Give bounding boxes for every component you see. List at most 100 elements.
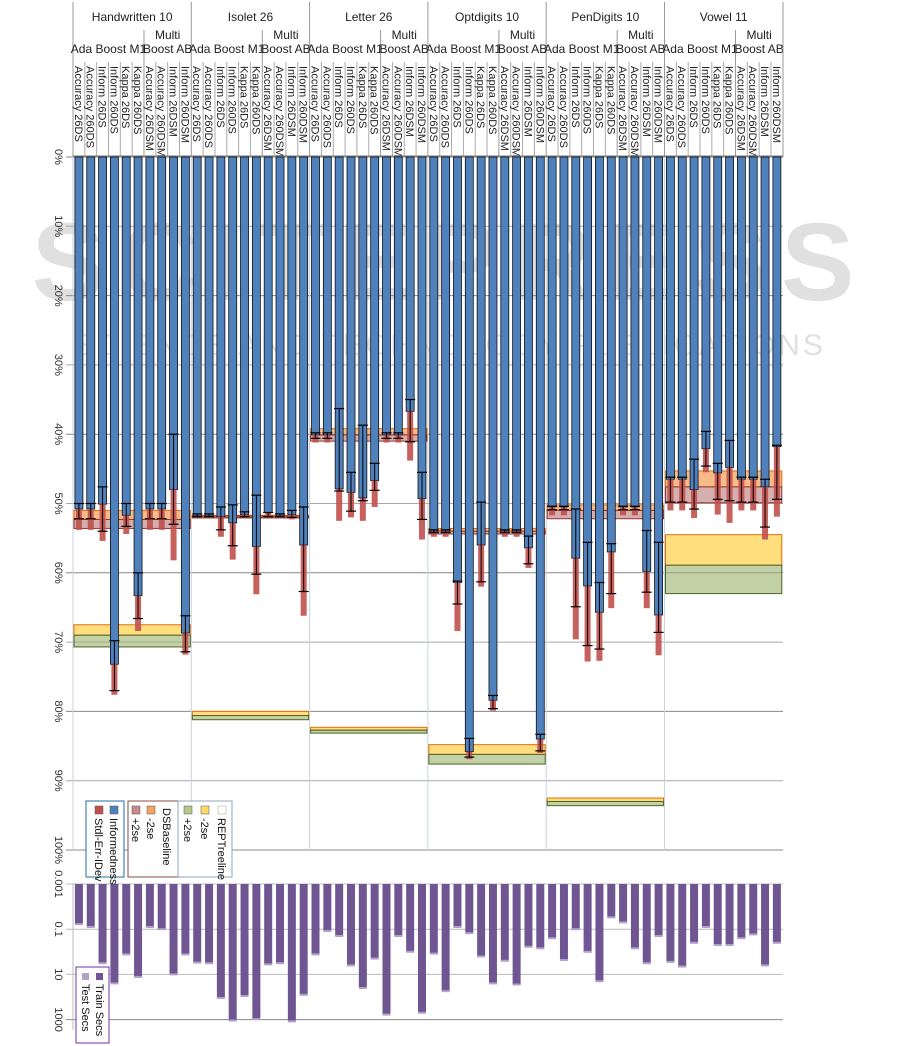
column-label: Inform 260DS (462, 66, 474, 134)
test-secs-bar (524, 945, 533, 948)
test-secs-bar (181, 953, 190, 956)
column-label: Accuracy 260DS (84, 66, 96, 148)
test-secs-bar (323, 929, 332, 932)
informedness-bar (204, 156, 214, 517)
test-secs-bar (465, 932, 474, 935)
informedness-bar (748, 156, 758, 480)
test-secs-bar (311, 953, 320, 956)
test-secs-bar (358, 987, 367, 990)
column-label: Accuracy 26DSM (261, 66, 273, 151)
column-label: Accuracy 260DS (202, 66, 214, 148)
stddev-bar (454, 582, 461, 632)
column-label: Inform 260DS (107, 66, 119, 134)
train-secs-bar (394, 884, 403, 937)
dataset-title: Isolet 26 (228, 10, 274, 24)
informedness-bar (370, 156, 380, 482)
column-label: Inform 260DSM (178, 66, 190, 143)
test-secs-bar (630, 947, 639, 950)
informedness-bars (73, 156, 782, 760)
informedness-bar (299, 156, 309, 546)
column-label: Accuracy 260DS (675, 66, 687, 148)
dataset-title: Letter 26 (345, 10, 393, 24)
algo-label-multiboost-2: Boost AB (498, 42, 547, 56)
column-label: Inform 26DSM (521, 66, 533, 137)
reptree-plus2se-band (546, 800, 665, 807)
reptree-plus2se-band (428, 753, 546, 765)
time-legend-box (75, 966, 110, 1044)
test-secs-bar (86, 926, 95, 929)
column-label: Inform 260DS (344, 66, 356, 134)
algo-label-multiboost-2: Boost AB (261, 42, 310, 56)
train-secs-bar (110, 884, 119, 984)
column-label: Accuracy 260DSM (273, 66, 285, 157)
algo-label-adaboost: Ada Boost M1 (426, 42, 502, 56)
test-secs-bar (429, 952, 438, 955)
algo-label-adaboost: Ada Boost M1 (307, 42, 383, 56)
train-secs-bar (571, 884, 580, 930)
train-secs-bar (678, 884, 687, 967)
reptree-minus2se-band (428, 744, 546, 755)
test-secs-bar (264, 963, 273, 966)
algo-label-multiboost-1: Multi (746, 28, 771, 42)
train-secs-bar (772, 884, 781, 943)
time-axis-ticks: 0.001 0.1 10 1000 (52, 870, 64, 1032)
test-secs-bar (536, 947, 545, 950)
dataset-title: Optdigits 10 (455, 10, 519, 24)
informedness-bar (263, 156, 273, 513)
test-secs-bar (761, 964, 770, 967)
test-secs-bar (678, 965, 687, 968)
algo-label-adaboost: Ada Boost M1 (71, 42, 147, 56)
reptree-plus2se-band (665, 564, 783, 595)
test-secs-bar (252, 1018, 261, 1021)
algo-label-multiboost-1: Multi (510, 28, 535, 42)
column-label: Inform 26DSM (403, 66, 415, 137)
test-secs-bar (216, 996, 225, 999)
train-secs-bar (311, 884, 320, 955)
legend-stderr-swatch (94, 805, 104, 815)
train-secs-bar (287, 884, 296, 1022)
legend-informedness-label: Informedness (107, 818, 119, 885)
stddev-bar (87, 509, 94, 530)
algo-label-adaboost: Ada Boost M1 (189, 42, 265, 56)
algo-label-adaboost: Ada Boost M1 (544, 42, 620, 56)
test-secs-bar (287, 1020, 296, 1023)
train-secs-bar (205, 884, 214, 964)
column-label: Accuracy 26DSM (734, 66, 746, 151)
train-secs-bar (595, 884, 604, 982)
legend-rep-minus-label: -2se (198, 818, 210, 839)
train-secs-bar (749, 884, 758, 935)
column-label: Accuracy 260DSM (510, 66, 522, 157)
legend-dsb-plus-swatch (131, 805, 141, 815)
test-secs-bar (453, 926, 462, 929)
stddev-bar (359, 497, 366, 521)
y-tick-label: 70% (52, 631, 64, 653)
train-secs-bar (335, 884, 344, 937)
time-tick-label: 0.1 (52, 922, 64, 937)
test-secs-bar (571, 928, 580, 931)
informedness-bar (618, 156, 628, 508)
column-label: Accuracy 26DS (72, 66, 84, 142)
legend-informedness-swatch (109, 805, 119, 815)
train-secs-bar (725, 884, 734, 945)
legend-group-dsbaseline: DSBaseline (160, 808, 172, 865)
informedness-bar (251, 156, 261, 547)
y-tick-label: 40% (52, 423, 64, 445)
column-label: Inform 26DS (214, 66, 226, 128)
train-secs-bar (417, 884, 426, 1013)
legend-rep-minus-swatch (200, 805, 210, 815)
reptree-minus2se-band (546, 797, 665, 802)
test-secs-bar (157, 928, 166, 931)
informedness-bar (74, 156, 84, 510)
informedness-bar (642, 156, 652, 572)
reptree-plus2se-band (310, 729, 428, 734)
dataset-title: Handwritten 10 (92, 10, 173, 24)
test-secs-bar (240, 994, 249, 997)
column-label: Accuracy 260DS (439, 66, 451, 148)
test-secs-bar (737, 937, 746, 940)
train-secs-bar (607, 884, 616, 918)
dsbaseline-plus2se-band (73, 518, 191, 529)
column-label: Kappa 260DS (368, 66, 380, 135)
train-secs-bar (358, 884, 367, 989)
